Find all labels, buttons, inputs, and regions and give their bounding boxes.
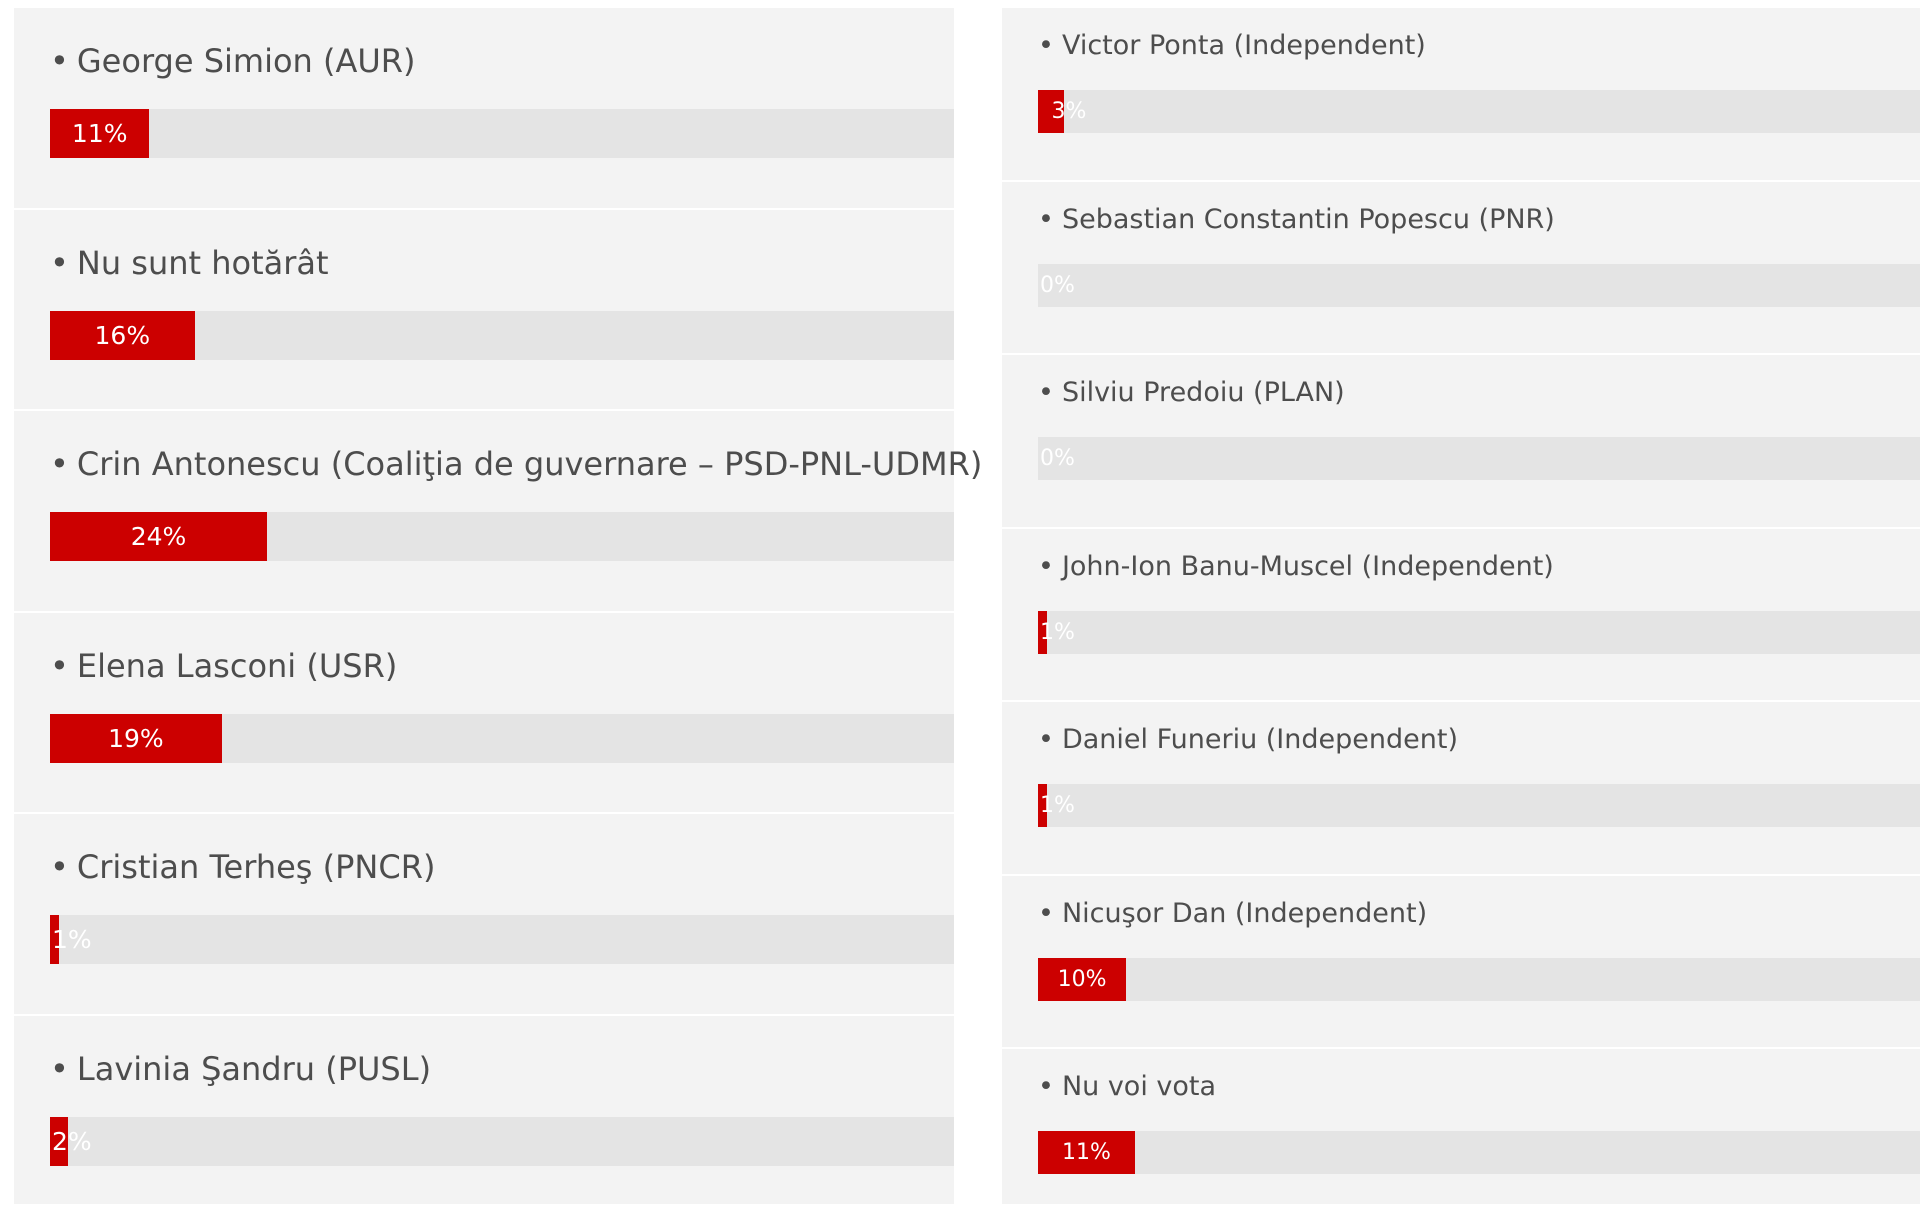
candidate-row-lavinia-sandru-pusl: • Lavinia Şandru (PUSL) 2%: [14, 1016, 954, 1209]
candidate-name: Nu sunt hotărât: [76, 243, 329, 282]
bar-track: 11%: [50, 109, 954, 158]
results-panel-right: • Victor Ponta (Independent) 3% • Sebastian …: [1002, 8, 1920, 1204]
bar-fill: [50, 915, 60, 964]
bullet-icon: •: [1038, 550, 1054, 582]
bullet-icon: •: [1038, 897, 1054, 929]
bar-value-label: 10%: [1057, 966, 1107, 992]
candidate-name: Silviu Predoiu (PLAN): [1061, 377, 1345, 408]
bullet-icon: •: [1038, 1071, 1054, 1102]
bar-track: 0%: [1038, 263, 1920, 307]
bar-fill: [1038, 784, 1047, 827]
bar-track: 10%: [1038, 957, 1920, 1001]
bar-track: 0%: [1038, 437, 1920, 480]
results-panel-left: • George Simion (AUR) 11% • Nu sunt hotărât 1…: [14, 8, 982, 1204]
candidate-name: John-Ion Banu-Muscel (Independent): [1061, 550, 1554, 582]
candidate-label: • Nu voi vota: [1038, 1071, 1216, 1102]
candidate-row-cristian-terhes-pncr: • Cristian Terheş (PNCR) 1%: [14, 814, 954, 1016]
bar-track: 1%: [50, 915, 954, 964]
bar-fill: [1038, 610, 1047, 654]
candidate-name: Victor Ponta (Independent): [1061, 30, 1426, 61]
bar-value-label: 11%: [71, 119, 128, 148]
bullet-icon: •: [50, 848, 69, 886]
candidate-name: Daniel Funeriu (Independent): [1061, 724, 1458, 755]
candidate-name: Cristian Terheş (PNCR): [76, 848, 436, 886]
bar-value-label: 1%: [52, 925, 92, 954]
candidate-row-john-ion-banu-muscel-independent: • John-Ion Banu-Muscel (Independent) 1%: [1002, 529, 1920, 702]
bullet-icon: •: [50, 243, 69, 282]
bar-fill: [1038, 90, 1065, 133]
bullet-icon: •: [50, 1049, 69, 1088]
bar-track: 19%: [50, 713, 954, 763]
bar-track: 2%: [50, 1116, 954, 1166]
bar-value-label: 0%: [1040, 272, 1075, 298]
candidate-label: • Silviu Predoiu (PLAN): [1038, 377, 1345, 408]
candidate-row-crin-antonescu-coalitia-de-guvernare-psd-pnl-udmr: • Crin Antonescu (Coaliţia de guvernare –…: [14, 411, 982, 613]
bullet-icon: •: [50, 42, 69, 80]
bullet-icon: •: [1038, 377, 1054, 408]
bar-fill: [50, 310, 195, 360]
bar-value-label: 1%: [1040, 793, 1075, 818]
candidate-label: • George Simion (AUR): [50, 42, 416, 80]
bullet-icon: •: [1038, 30, 1054, 61]
candidate-label: • Crin Antonescu (Coaliţia de guvernare –…: [50, 445, 982, 483]
candidate-row-george-simion-aur: • George Simion (AUR) 11%: [14, 8, 954, 210]
candidate-row-elena-lasconi-usr: • Elena Lasconi (USR) 19%: [14, 613, 954, 814]
candidate-name: Sebastian Constantin Popescu (PNR): [1061, 203, 1555, 235]
candidate-name: George Simion (AUR): [76, 42, 416, 80]
candidate-row-victor-ponta-independent: • Victor Ponta (Independent) 3%: [1002, 8, 1920, 182]
bar-value-label: 19%: [108, 723, 164, 753]
bar-value-label: 2%: [52, 1126, 92, 1156]
bar-fill: [1038, 957, 1127, 1001]
bar-value-label: 16%: [94, 320, 151, 350]
bar-track: 3%: [1038, 90, 1920, 133]
candidate-label: • Nu sunt hotărât: [50, 244, 329, 282]
bar-fill: [50, 109, 150, 158]
candidate-name: Nicuşor Dan (Independent): [1061, 897, 1428, 929]
bar-value-label: 3%: [1051, 99, 1087, 124]
bullet-icon: •: [50, 445, 69, 483]
candidate-row-daniel-funeriu-independent: • Daniel Funeriu (Independent) 1%: [1002, 702, 1920, 876]
bar-track: 1%: [1038, 610, 1920, 654]
bar-track: 16%: [50, 310, 954, 360]
bar-fill: [1038, 1131, 1136, 1174]
bar-value-label: 24%: [130, 522, 187, 551]
candidate-name: Nu voi vota: [1061, 1071, 1217, 1102]
bar-value-label: 0%: [1040, 446, 1075, 471]
candidate-label: • Elena Lasconi (USR): [50, 647, 397, 685]
candidate-row-sebastian-constantin-popescu-pnr: • Sebastian Constantin Popescu (PNR) 0%: [1002, 182, 1920, 355]
candidate-label: • Nicuşor Dan (Independent): [1038, 898, 1427, 929]
candidate-row-nu-sunt-hotarat: • Nu sunt hotărât 16%: [14, 210, 954, 411]
bar-track: 24%: [50, 512, 954, 561]
bullet-icon: •: [50, 646, 69, 685]
candidate-label: • Victor Ponta (Independent): [1038, 30, 1426, 61]
candidate-row-silviu-predoiu-plan: • Silviu Predoiu (PLAN) 0%: [1002, 355, 1920, 529]
candidate-row-nicusor-dan-independent: • Nicuşor Dan (Independent) 10%: [1002, 876, 1920, 1049]
candidate-name: Elena Lasconi (USR): [76, 646, 398, 685]
candidate-name: Crin Antonescu (Coaliţia de guvernare – …: [76, 445, 983, 483]
bar-fill: [50, 713, 222, 763]
candidate-label: • Daniel Funeriu (Independent): [1038, 724, 1458, 755]
candidate-label: • Sebastian Constantin Popescu (PNR): [1038, 204, 1555, 235]
bar-value-label: 1%: [1040, 619, 1075, 645]
bullet-icon: •: [1038, 203, 1054, 235]
bullet-icon: •: [1038, 724, 1054, 755]
candidate-label: • Lavinia Şandru (PUSL): [50, 1050, 431, 1088]
bar-track: 11%: [1038, 1131, 1920, 1174]
candidate-label: • John-Ion Banu-Muscel (Independent): [1038, 551, 1554, 582]
candidate-name: Lavinia Şandru (PUSL): [76, 1049, 432, 1088]
bar-value-label: 11%: [1062, 1140, 1111, 1165]
bar-track: 1%: [1038, 784, 1920, 827]
candidate-label: • Cristian Terheş (PNCR): [50, 848, 435, 886]
candidate-row-nu-voi-vota: • Nu voi vota 11%: [1002, 1049, 1920, 1209]
bar-fill: [50, 512, 267, 561]
bar-fill: [50, 1116, 69, 1166]
